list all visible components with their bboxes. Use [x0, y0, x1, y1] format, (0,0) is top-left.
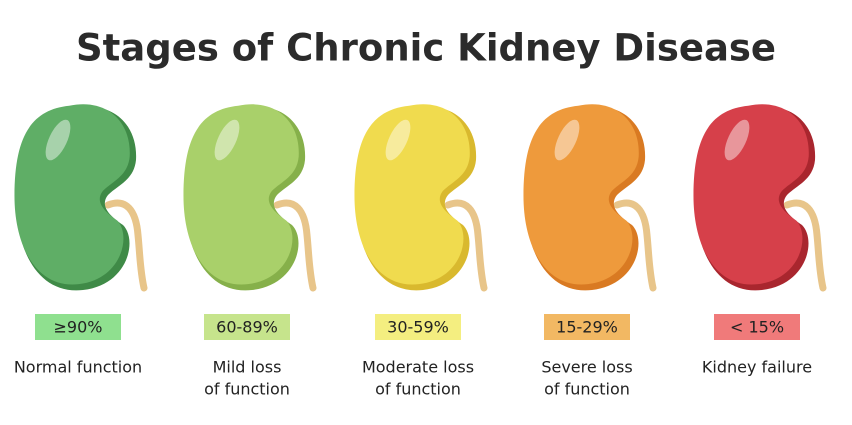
- ureter: [273, 199, 317, 292]
- stage-description: Severe loss: [541, 358, 632, 377]
- stage-description: Moderate loss: [362, 358, 474, 377]
- title: Stages of Chronic Kidney Disease: [76, 27, 776, 70]
- kidney-highlight: [45, 119, 71, 161]
- stage-description: of function: [375, 380, 461, 399]
- ureter: [783, 199, 827, 292]
- stage-description: Kidney failure: [702, 358, 812, 377]
- kidney-body: [354, 104, 470, 285]
- stage-label: 60-89%: [216, 318, 278, 337]
- stage-description: Mild loss: [213, 358, 282, 377]
- kidney-highlight: [385, 119, 411, 161]
- kidney-body: [693, 104, 809, 285]
- stage-box: [204, 314, 290, 340]
- kidney-body: [14, 104, 130, 285]
- kidney: [523, 104, 657, 292]
- kidney-body: [183, 104, 299, 285]
- kidney-highlight: [554, 119, 580, 161]
- stage-box: [375, 314, 461, 340]
- stage-label: ≥90%: [54, 318, 103, 337]
- stage-box: [544, 314, 630, 340]
- stage-description: Normal function: [14, 358, 142, 377]
- stage-description: of function: [544, 380, 630, 399]
- kidney: [354, 104, 488, 292]
- kidney: [693, 104, 827, 292]
- stage-description: of function: [204, 380, 290, 399]
- ureter: [613, 199, 657, 292]
- ureter: [104, 199, 148, 292]
- kidney: [183, 104, 317, 292]
- stage-box: [714, 314, 800, 340]
- kidney: [14, 104, 148, 292]
- kidney-highlight: [724, 119, 750, 161]
- stage-label: < 15%: [730, 318, 784, 337]
- kidney-highlight: [214, 119, 240, 161]
- stage-box: [35, 314, 121, 340]
- kidney-body: [523, 104, 639, 285]
- stage-label: 30-59%: [387, 318, 449, 337]
- stage-label: 15-29%: [556, 318, 618, 337]
- ureter: [444, 199, 488, 292]
